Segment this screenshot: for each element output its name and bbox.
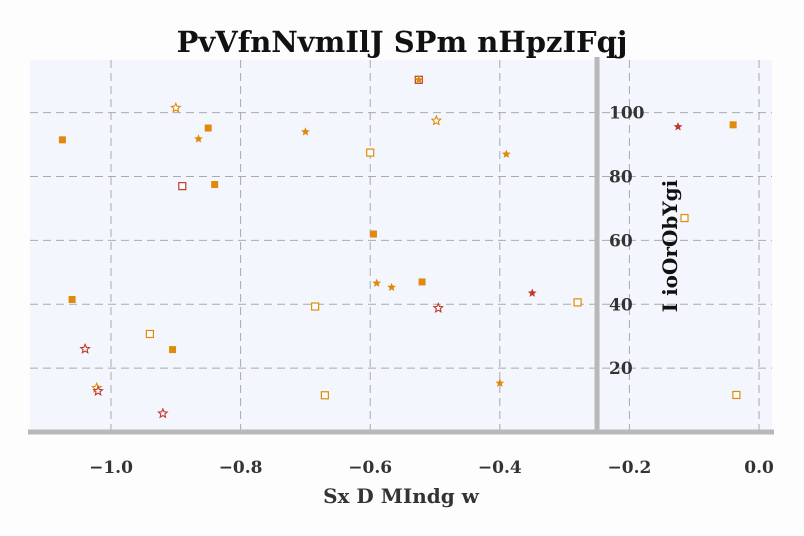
scatter-point [145, 329, 154, 339]
scatter-point [301, 127, 310, 136]
scatter-point [211, 181, 219, 189]
scatter-point [673, 122, 683, 131]
x-tick-labels: −1.0 −0.8 −0.6 −0.4 −0.2 0.0 [89, 458, 774, 478]
scatter-point [366, 148, 375, 157]
y-tick-label: 40 [609, 295, 633, 315]
scatter-point [573, 298, 582, 307]
y-axis-label: I ioOrObYgi [658, 179, 682, 312]
gridlines [30, 60, 772, 432]
scatter-point [369, 230, 377, 238]
scatter-point [387, 282, 396, 292]
x-tick-label: −0.4 [478, 458, 522, 478]
x-tick-label: −0.2 [608, 458, 652, 478]
y-tick-label: 20 [609, 359, 633, 379]
scatter-point [58, 136, 66, 144]
scatter-point [311, 302, 320, 311]
scatter-point [178, 182, 187, 191]
scatter-point [157, 407, 169, 419]
data-points [58, 75, 741, 419]
scatter-point [495, 378, 505, 387]
x-axis-label: Sx D MIndg w [323, 484, 480, 508]
scatter-point [320, 391, 329, 400]
scatter-point [732, 390, 741, 400]
scatter-point [432, 302, 445, 313]
scatter-point [414, 75, 424, 84]
x-tick-label: 0.0 [744, 458, 774, 478]
scatter-point [430, 114, 443, 126]
scatter-point [79, 342, 91, 354]
scatter-point [501, 149, 511, 158]
scatter-point [418, 278, 426, 286]
scatter-point [527, 288, 537, 297]
x-tick-label: −1.0 [89, 458, 133, 478]
scatter-point [68, 295, 76, 303]
scatter-point [170, 101, 182, 113]
y-tick-labels: 20 40 60 80 100 [609, 104, 645, 379]
y-tick-label: 60 [609, 231, 633, 251]
scatter-point [680, 213, 689, 223]
scatter-point [372, 278, 382, 287]
y-tick-label: 80 [609, 168, 633, 188]
y-tick-label: 100 [609, 104, 645, 124]
x-tick-label: −0.8 [219, 458, 263, 478]
x-tick-label: −0.6 [348, 458, 392, 478]
scatter-point [194, 134, 203, 143]
scatter-point [204, 124, 212, 132]
scatter-point [169, 346, 177, 354]
scatter-point [92, 385, 104, 397]
plot-area [30, 60, 772, 432]
scatter-point [729, 121, 737, 129]
chart-title: PvVfnNvmIlJ SPm nHpzIFqj [177, 25, 628, 59]
